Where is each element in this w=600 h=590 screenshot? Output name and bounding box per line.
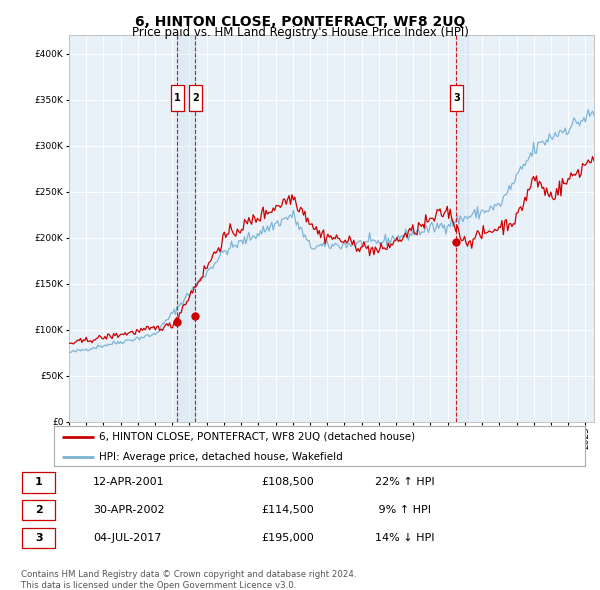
- Text: 04-JUL-2017: 04-JUL-2017: [93, 533, 161, 543]
- Bar: [457, 35, 467, 422]
- FancyBboxPatch shape: [170, 85, 184, 111]
- FancyBboxPatch shape: [22, 500, 55, 520]
- Text: 2: 2: [192, 93, 199, 103]
- FancyBboxPatch shape: [188, 85, 202, 111]
- Bar: [177, 35, 195, 422]
- Text: 14% ↓ HPI: 14% ↓ HPI: [375, 533, 434, 543]
- Text: 1: 1: [35, 477, 43, 487]
- Text: HPI: Average price, detached house, Wakefield: HPI: Average price, detached house, Wake…: [99, 453, 343, 463]
- Text: £108,500: £108,500: [261, 477, 314, 487]
- Text: 6, HINTON CLOSE, PONTEFRACT, WF8 2UQ: 6, HINTON CLOSE, PONTEFRACT, WF8 2UQ: [135, 15, 465, 30]
- FancyBboxPatch shape: [22, 472, 55, 493]
- Text: 2: 2: [35, 505, 43, 515]
- Text: £195,000: £195,000: [261, 533, 314, 543]
- Text: Contains HM Land Registry data © Crown copyright and database right 2024.: Contains HM Land Registry data © Crown c…: [21, 570, 356, 579]
- Text: 9% ↑ HPI: 9% ↑ HPI: [375, 505, 431, 515]
- Text: 6, HINTON CLOSE, PONTEFRACT, WF8 2UQ (detached house): 6, HINTON CLOSE, PONTEFRACT, WF8 2UQ (de…: [99, 432, 415, 442]
- FancyBboxPatch shape: [22, 527, 55, 548]
- Text: 22% ↑ HPI: 22% ↑ HPI: [375, 477, 434, 487]
- Text: Price paid vs. HM Land Registry's House Price Index (HPI): Price paid vs. HM Land Registry's House …: [131, 26, 469, 39]
- Text: 1: 1: [174, 93, 181, 103]
- Text: 12-APR-2001: 12-APR-2001: [93, 477, 164, 487]
- Text: 3: 3: [453, 93, 460, 103]
- Text: £114,500: £114,500: [261, 505, 314, 515]
- Text: 30-APR-2002: 30-APR-2002: [93, 505, 164, 515]
- Text: This data is licensed under the Open Government Licence v3.0.: This data is licensed under the Open Gov…: [21, 581, 296, 589]
- Text: 3: 3: [35, 533, 43, 543]
- FancyBboxPatch shape: [450, 85, 463, 111]
